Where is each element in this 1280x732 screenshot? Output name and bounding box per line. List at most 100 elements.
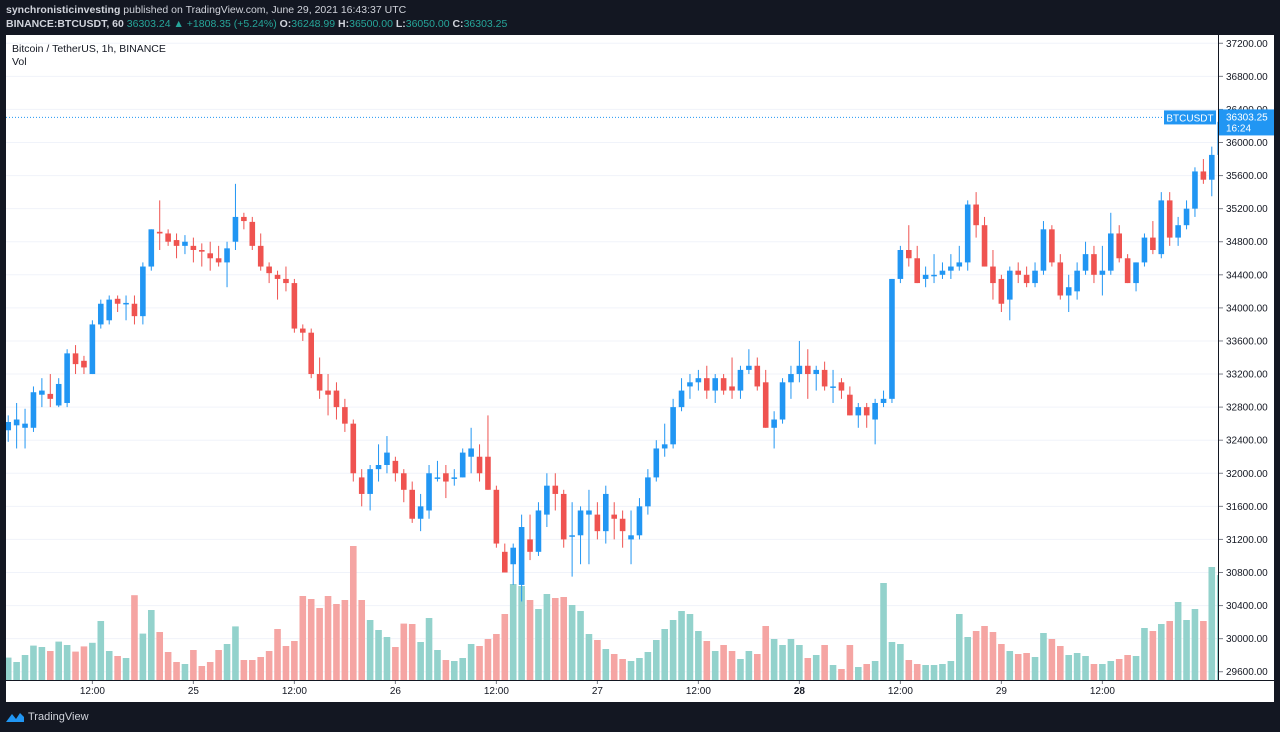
volume-bar [349,546,357,680]
candle-body [990,266,996,284]
chart-header: synchronisticinvesting published on Trad… [0,0,1280,34]
volume-bar [307,599,315,680]
volume-bar [989,632,997,680]
volume-bar [913,664,921,680]
volume-bar [796,645,803,680]
candlestick-chart[interactable]: BTCUSDT [4,35,1249,680]
candle-body [1049,229,1055,263]
ohlc-high-value: 36500.00 [349,18,393,30]
volume-bar [678,611,685,680]
candle-body [182,241,188,246]
volume-bar [501,614,509,680]
volume-bar [585,634,593,680]
volume-bar [274,629,281,680]
candle-body [417,506,424,519]
price-tick-label: 32000.00 [1226,469,1268,480]
candle-body [687,382,693,387]
volume-bar [972,631,980,680]
candle-body [291,283,298,329]
volume-bar [248,660,256,680]
candle-body [1074,270,1080,292]
candle-body [333,390,340,408]
candle-body [956,262,963,267]
price-tick-label: 34800.00 [1226,237,1268,248]
time-tick-label: 12:00 [484,686,509,697]
symbol-text: BINANCE:BTCUSDT, 60 [6,18,124,30]
price-axis-svg: 29600.00 30000.00 30400.00 30800.00 31200.00… [1219,39,1274,678]
candle-body [47,393,54,399]
volume-bar [1200,621,1207,680]
author-name[interactable]: synchronisticinvesting [6,4,121,16]
volume-bar [804,658,812,680]
candle-body [628,535,634,540]
volume-bar [728,651,736,680]
candle-body [1091,254,1097,275]
price-tick-label: 31600.00 [1226,502,1268,513]
price-tick-label: 34400.00 [1226,270,1268,281]
volume-bar [1031,657,1039,680]
volume-bar [1115,659,1123,680]
candle-body [577,510,584,536]
time-tick-label: 27 [592,686,604,697]
volume-bar [1006,651,1014,680]
volume-bar [964,637,972,680]
price-tick-label: 30000.00 [1226,634,1268,645]
volume-bar [358,600,366,680]
volume-bar [198,666,206,680]
volume-bar [215,650,222,680]
candle-body [1192,171,1198,209]
candle-body [148,229,155,267]
candle-body [754,365,761,387]
candle-body [1158,200,1165,255]
volume-bar [880,583,887,680]
candle-body [358,477,365,494]
volume-bar [257,657,265,680]
volume-bar [854,667,862,680]
candle-body [880,398,887,403]
volume-bar [299,596,307,680]
ohlc-close-label: C: [452,18,464,30]
candle-body [468,448,474,457]
volume-bar [122,658,130,680]
candle-body [661,444,668,449]
volume-bar [644,652,652,680]
volume-bar [551,598,559,680]
candle-body [266,266,272,274]
volume-bar [63,645,71,680]
ohlc-low-value: 36050.00 [405,18,450,30]
candle-body [485,456,491,490]
candle-body [931,274,937,277]
candle-body [703,378,710,391]
volume-bar [97,621,105,680]
candle-body [224,248,230,263]
tradingview-brand[interactable]: TradingView [28,711,89,723]
volume-bar [333,604,340,680]
candle-body [653,448,660,478]
volume-bar [316,608,323,680]
candle-body [367,469,373,494]
volume-bar [711,651,719,680]
time-axis-svg: 12:00 25 12:00 26 12:00 27 12:00 28 12:00 29 12:00 [80,681,1115,697]
volume-bar [240,660,248,680]
candle-body [106,299,113,321]
candle-body [308,332,315,375]
volume-bar [1149,631,1157,680]
volume-bar [661,629,669,680]
volume-bar [324,596,332,680]
price-tick-label: 30400.00 [1226,601,1268,612]
price-tick-label: 36000.00 [1226,138,1268,149]
price-axis[interactable]: 29600.00 30000.00 30400.00 30800.00 31200.00… [1219,35,1274,680]
time-axis[interactable]: 12:00 25 12:00 26 12:00 27 12:00 28 12:00 29 12:00 [6,681,1274,702]
symbol-line: BINANCE:BTCUSDT, 60 36303.24 ▲ +1808.35 … [6,18,507,30]
volume-bar [1014,654,1022,680]
candle-body [670,407,676,445]
tradingview-logo-icon[interactable] [6,711,24,723]
volume-bar [821,645,828,680]
chart-pane[interactable]: BTCUSDT Bitcoin / TetherUS, 1h, BINANCE … [4,35,1249,680]
volume-bar [1073,653,1081,680]
candle-body [821,369,828,387]
candle-body [13,419,20,426]
candle-body [1099,270,1106,275]
volume-bar [518,586,525,680]
footer-bar: TradingView [0,703,1280,732]
